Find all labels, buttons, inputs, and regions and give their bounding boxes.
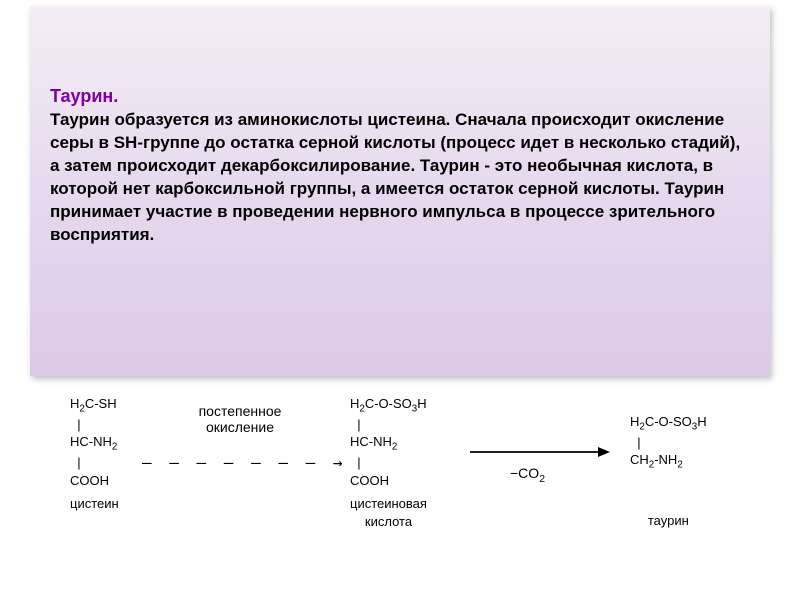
- molecule-label: цистеин: [70, 495, 119, 513]
- reaction-label-oxidation: постепенноеокисление: [180, 403, 300, 435]
- reaction-arrow: [470, 445, 610, 464]
- reaction-byproduct: −CO2: [510, 465, 545, 485]
- molecule-label: цистеиновая кислота: [350, 495, 427, 530]
- formula-line: CH2-NH2: [630, 451, 707, 472]
- reaction-dashes: — — — — — — — →: [142, 453, 347, 472]
- molecule-label: таурин: [630, 512, 707, 530]
- formula-line: |: [350, 416, 427, 434]
- formula-line: HC-NH2: [70, 433, 119, 454]
- panel-body: Таурин образуется из аминокислоты цистеи…: [50, 109, 750, 247]
- reaction-diagram: H2C-SH | HC-NH2 | COOH цистеин постепенн…: [30, 395, 770, 575]
- formula-line: |: [70, 416, 119, 434]
- formula-line: |: [70, 454, 119, 472]
- molecule-cysteic-acid: H2C-O-SO3H | HC-NH2 | COOH цистеиновая к…: [350, 395, 427, 530]
- formula-line: COOH: [350, 472, 427, 490]
- formula-line: |: [630, 434, 707, 452]
- molecule-taurine: H2C-O-SO3H | CH2-NH2 таурин: [630, 413, 707, 530]
- formula-line: H2C-O-SO3H: [630, 413, 707, 434]
- formula-line: H2C-O-SO3H: [350, 395, 427, 416]
- formula-line: COOH: [70, 472, 119, 490]
- formula-line: HC-NH2: [350, 433, 427, 454]
- molecule-cysteine: H2C-SH | HC-NH2 | COOH цистеин: [70, 395, 119, 513]
- info-panel: Таурин. Таурин образуется из аминокислот…: [30, 6, 770, 376]
- panel-title: Таурин.: [50, 86, 750, 107]
- formula-line: |: [350, 454, 427, 472]
- formula-line: H2C-SH: [70, 395, 119, 416]
